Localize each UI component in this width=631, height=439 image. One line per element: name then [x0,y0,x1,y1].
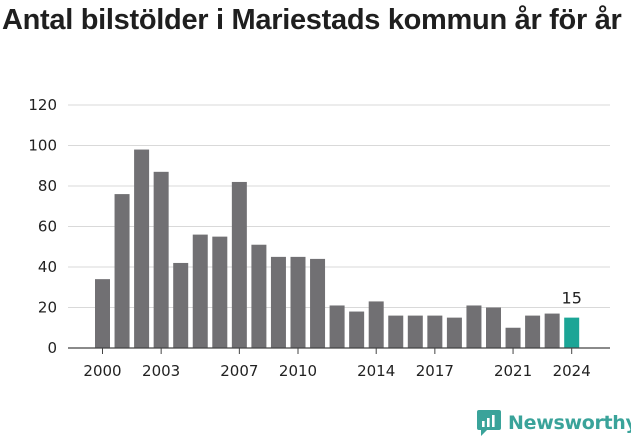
bar-2006 [212,236,228,348]
bar-2015 [388,315,404,348]
data-label-2024: 15 [562,289,582,308]
bar-2016 [407,315,423,348]
x-tick-label: 2000 [83,362,121,380]
bar-2022 [525,315,541,348]
bar-2004 [173,262,189,348]
bar-2000 [95,279,110,348]
y-tick-label: 120 [28,96,57,114]
bar-highlight-2024 [564,317,580,348]
bars [95,149,580,348]
data-labels: 15 [562,289,582,308]
brand-name: Newsworthy [508,412,631,434]
newsworthy-logo[interactable]: Newsworthy [476,407,631,439]
newsworthy-icon [477,410,501,436]
y-tick-label: 0 [47,339,57,357]
y-tick-label: 100 [28,137,57,155]
x-axis-ticks: 2000 2003 2007 2010 2014 2017 2021 2024 [83,348,591,380]
bar-2021 [505,327,521,348]
bar-2005 [192,234,208,348]
bar-2007 [231,181,247,348]
y-tick-label: 20 [38,299,57,317]
gridlines [68,104,610,308]
bar-2012 [329,305,345,348]
bar-2003 [153,171,169,348]
bar-2023 [544,313,560,348]
x-tick-label: 2021 [494,362,532,380]
y-axis-ticks: 0 20 40 60 80 100 120 [28,96,57,357]
x-tick-label: 2014 [357,362,395,380]
y-tick-label: 80 [38,177,57,195]
bar-2019 [466,305,482,348]
x-tick-label: 2003 [142,362,180,380]
chart-title: Antal bilstölder i Mariestads kommun år … [2,4,622,36]
bar-2001 [114,194,130,348]
bar-2010 [290,256,306,348]
bar-2009 [270,256,286,348]
x-tick-label: 2017 [416,362,454,380]
x-tick-label: 2010 [279,362,317,380]
bar-2014 [368,301,384,348]
y-tick-label: 40 [38,258,57,276]
bar-2002 [134,149,150,348]
bar-2017 [427,315,443,348]
x-tick-label: 2024 [553,362,591,380]
x-tick-label: 2007 [220,362,258,380]
bar-2008 [251,244,267,348]
bar-2020 [486,307,501,348]
bar-2013 [349,311,365,348]
bar-2018 [446,317,462,348]
bar-2011 [310,258,326,348]
y-tick-label: 60 [38,218,57,236]
